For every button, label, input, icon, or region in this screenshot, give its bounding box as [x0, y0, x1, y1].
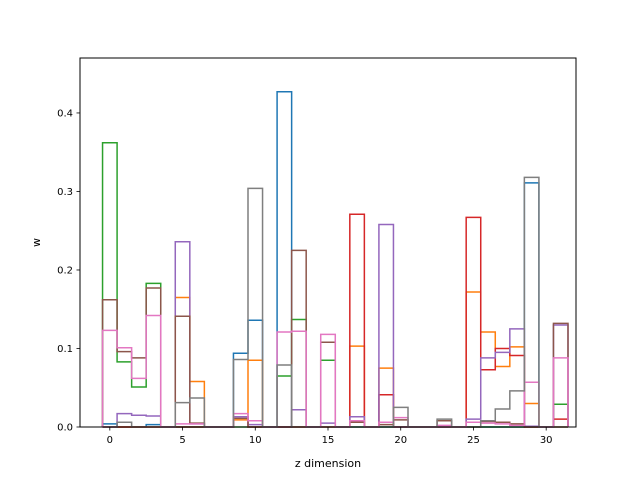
x-tick-label: 15: [322, 435, 335, 446]
y-tick-label: 0.2: [57, 265, 73, 276]
y-tick-label: 0.3: [57, 187, 73, 198]
x-tick-label: 5: [179, 435, 185, 446]
series-layer: [101, 91, 569, 428]
x-tick-label: 10: [249, 435, 262, 446]
x-tick-label: 20: [394, 435, 407, 446]
x-tick-label: 30: [540, 435, 553, 446]
plot-area-frame: [79, 57, 577, 428]
y-axis-ticks: 0.0 0.1 0.2 0.3 0.4: [57, 108, 80, 434]
y-tick-label: 0.1: [57, 344, 73, 355]
y-tick-label: 0.0: [57, 423, 73, 434]
x-axis-label: z dimension: [295, 457, 361, 470]
y-tick-label: 0.4: [57, 108, 73, 119]
y-axis-label: w: [30, 238, 43, 247]
x-tick-label: 25: [467, 435, 480, 446]
x-tick-label: 0: [107, 435, 113, 446]
series-7-step-line: [101, 314, 569, 428]
x-axis-ticks: 0 5 10 15 20 25 30: [107, 427, 553, 446]
